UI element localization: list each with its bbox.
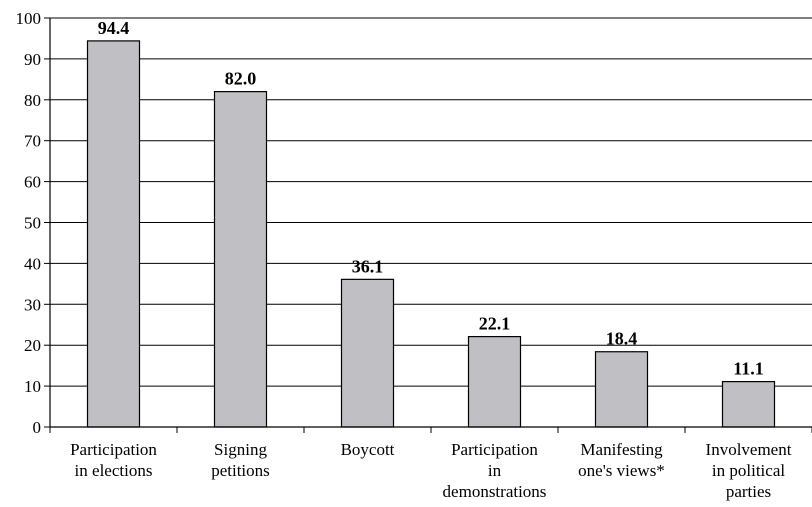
bar bbox=[721, 381, 776, 428]
y-tick-label: 20 bbox=[24, 336, 41, 355]
y-tick-label: 60 bbox=[24, 173, 41, 192]
category-label-line: parties bbox=[726, 482, 771, 501]
axes bbox=[44, 17, 812, 433]
y-tick-label: 100 bbox=[16, 9, 42, 28]
category-label-line: Participation bbox=[70, 440, 157, 459]
bar bbox=[467, 336, 522, 428]
bars bbox=[86, 40, 776, 428]
bar bbox=[340, 278, 395, 428]
category-label-line: Signing bbox=[214, 440, 267, 459]
bar bbox=[213, 91, 268, 428]
category-label-line: Boycott bbox=[341, 440, 395, 459]
category-label: Participation in elections bbox=[70, 440, 157, 480]
category-label-line: petitions bbox=[211, 461, 270, 480]
category-label-line: Participation bbox=[451, 440, 538, 459]
category-label: Involvement in political parties bbox=[706, 440, 792, 501]
category-label: Boycott bbox=[341, 440, 395, 459]
category-label-line: one's views* bbox=[578, 461, 665, 480]
category-label: Manifesting one's views* bbox=[578, 440, 665, 480]
data-label: 18.4 bbox=[606, 329, 638, 349]
data-label: 11.1 bbox=[733, 359, 764, 379]
category-label: Participation in demonstrations bbox=[443, 440, 547, 501]
y-tick-label: 30 bbox=[24, 295, 41, 314]
category-label-line: demonstrations bbox=[443, 482, 547, 501]
y-tick-label: 10 bbox=[24, 377, 41, 396]
data-label: 36.1 bbox=[352, 256, 384, 276]
category-label-line: in political bbox=[712, 461, 785, 480]
data-label: 22.1 bbox=[479, 314, 511, 334]
category-label: Signing petitions bbox=[211, 440, 270, 480]
data-label: 82.0 bbox=[225, 69, 257, 89]
category-label-line: in bbox=[488, 461, 502, 480]
category-label-line: Manifesting bbox=[580, 440, 663, 459]
y-tick-label: 40 bbox=[24, 254, 41, 273]
category-label-line: in elections bbox=[75, 461, 153, 480]
data-label: 94.4 bbox=[98, 18, 130, 38]
bar bbox=[86, 40, 141, 428]
gridlines bbox=[50, 17, 812, 387]
labels: 0 10 20 30 40 50 60 70 80 90 100 94.4 Participation i… bbox=[16, 9, 792, 501]
y-tick-label: 70 bbox=[24, 132, 41, 151]
y-tick-label: 90 bbox=[24, 50, 41, 69]
category-label-line: Involvement bbox=[706, 440, 792, 459]
bar bbox=[594, 351, 649, 428]
y-tick-label: 0 bbox=[33, 418, 42, 437]
y-tick-label: 80 bbox=[24, 91, 41, 110]
y-tick-label: 50 bbox=[24, 214, 41, 233]
